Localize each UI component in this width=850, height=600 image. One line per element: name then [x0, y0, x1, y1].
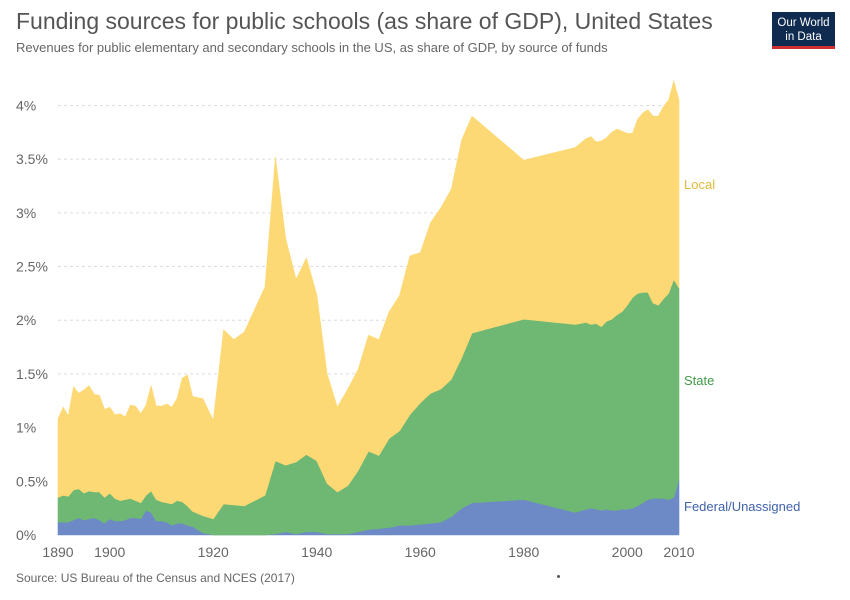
y-tick-label: 2.5% — [16, 259, 48, 275]
x-tick-label: 2010 — [663, 544, 694, 560]
y-tick-label: 4% — [16, 97, 36, 113]
x-tick-label: 1980 — [508, 544, 539, 560]
series-labels: Federal/Unassigned State Local — [684, 177, 800, 514]
label-federal-unassigned: Federal/Unassigned — [684, 499, 800, 514]
x-tick-label: 1920 — [198, 544, 229, 560]
x-tick-label: 1960 — [405, 544, 436, 560]
area-local[interactable] — [57, 79, 680, 520]
owid-logo[interactable]: Our World in Data — [772, 12, 835, 49]
y-tick-label: 0% — [16, 527, 36, 543]
x-axis-ticks: 1890 1900 1920 1940 1960 1980 2000 2010 — [42, 544, 694, 560]
x-tick-label: 1940 — [301, 544, 332, 560]
logo-line-1: Our World — [777, 17, 830, 29]
area-series — [57, 79, 680, 536]
y-tick-label: 1.5% — [16, 366, 48, 382]
x-tick-label: 1900 — [94, 544, 125, 560]
label-state: State — [684, 373, 714, 388]
y-tick-label: 1% — [16, 420, 36, 436]
y-tick-label: 2% — [16, 312, 36, 328]
y-tick-label: 0.5% — [16, 473, 48, 489]
label-local: Local — [684, 177, 715, 192]
decorative-dot — [557, 575, 560, 578]
y-tick-label: 3% — [16, 205, 36, 221]
x-tick-label: 1890 — [42, 544, 73, 560]
logo-line-2: in Data — [785, 31, 822, 43]
y-tick-label: 3.5% — [16, 151, 48, 167]
chart-subtitle: Revenues for public elementary and secon… — [16, 40, 608, 55]
x-tick-label: 2000 — [612, 544, 643, 560]
chart-title: Funding sources for public schools (as s… — [16, 8, 713, 34]
y-axis-ticks: 0% 0.5% 1% 1.5% 2% 2.5% 3% 3.5% 4% — [16, 97, 48, 543]
source-note: Source: US Bureau of the Census and NCES… — [16, 571, 295, 585]
